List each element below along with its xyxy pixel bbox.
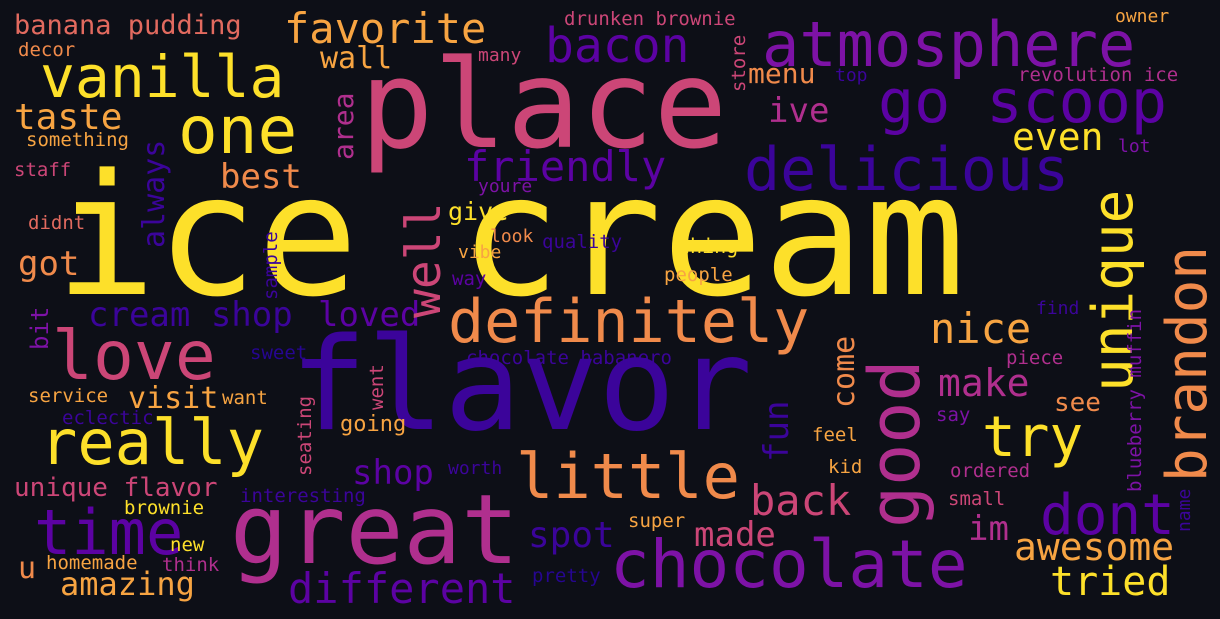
word-awesome: awesome (1014, 525, 1175, 569)
word-kid: kid (828, 456, 863, 478)
word-see: see (1054, 388, 1101, 418)
word-menu: menu (748, 57, 816, 90)
word-chocolate-habanero: chocolate habanero (466, 347, 672, 369)
word-chocolate: chocolate (610, 526, 968, 603)
word-im: im (968, 509, 1009, 549)
word-say: say (936, 404, 971, 426)
word-flavor: flavor (290, 311, 753, 460)
word-fun: fun (757, 400, 797, 462)
word-ive: ive (768, 91, 830, 131)
word-got: got (18, 244, 80, 284)
word-many: many (478, 45, 522, 66)
word-taste: taste (14, 97, 123, 138)
word-make: make (938, 361, 1030, 405)
word-homemade: homemade (46, 552, 138, 574)
word-store: store (728, 34, 750, 92)
word-bacon: bacon (545, 18, 690, 74)
word-brandon: brandon (1155, 245, 1220, 482)
word-best: best (220, 157, 302, 197)
word-think: think (162, 554, 220, 576)
word-worth: worth (448, 458, 503, 479)
word-ordered: ordered (950, 460, 1031, 482)
word-dont: dont (1040, 483, 1175, 548)
word-area: area (327, 92, 360, 160)
word-revolution-ice: revolution ice (1018, 64, 1179, 86)
word-always: always (137, 139, 172, 248)
word-bit: bit (26, 306, 54, 350)
word-wall: wall (320, 41, 393, 76)
word-top: top (835, 65, 868, 86)
word-back: back (750, 476, 852, 525)
word-nice: nice (930, 304, 1032, 353)
word-owner: owner (1115, 6, 1170, 27)
word-something: something (26, 129, 129, 151)
word-decor: decor (18, 39, 76, 61)
word-definitely: definitely (448, 287, 810, 357)
word-want: want (222, 387, 268, 409)
word-super: super (628, 510, 686, 532)
word-different: different (288, 564, 516, 613)
word-amazing: amazing (60, 565, 195, 603)
word-banana-pudding: banana pudding (14, 10, 242, 41)
word-name: name (1174, 488, 1195, 532)
word-people: people (664, 264, 733, 286)
word-go-scoop: go scoop (878, 67, 1167, 137)
word-visit: visit (128, 381, 219, 416)
word-thing: thing (678, 234, 739, 258)
word-lot: lot (1118, 136, 1151, 157)
word-friendly: friendly (464, 142, 667, 191)
word-unique-flavor: unique flavor (14, 473, 218, 503)
word-spot: spot (528, 515, 615, 556)
word-way: way (452, 268, 487, 290)
word-little: little (516, 440, 740, 513)
word-small: small (948, 488, 1006, 510)
word-service: service (28, 385, 109, 407)
word-find: find (1036, 298, 1080, 319)
word-try: try (982, 405, 1084, 470)
word-look: look (490, 226, 534, 247)
word-even: even (1012, 115, 1104, 159)
word-made: made (694, 515, 776, 555)
word-blueberry-muffin: blueberry muffin (1124, 308, 1146, 492)
word-cream-shop: cream shop (88, 295, 293, 335)
word-drunken-brownie: drunken brownie (564, 8, 736, 30)
word-youre: youre (478, 176, 533, 197)
word-staff: staff (14, 159, 72, 181)
word-piece: piece (1006, 347, 1064, 369)
word-new: new (170, 534, 205, 556)
word-vibe: vibe (458, 242, 502, 263)
word-time: time (34, 496, 184, 569)
word-went: went (366, 364, 388, 410)
word-pretty: pretty (532, 565, 601, 587)
word-tried: tried (1050, 559, 1171, 605)
word-love: love (52, 317, 216, 396)
word-great: great (230, 474, 519, 586)
word-vanilla: vanilla (40, 43, 285, 111)
word-shop: shop (352, 453, 434, 493)
word-didnt: didnt (28, 212, 86, 234)
word-atmosphere: atmosphere (762, 8, 1136, 81)
word-quality: quality (542, 231, 623, 253)
word-really: really (40, 406, 264, 479)
word-good: good (854, 359, 936, 528)
word-place: place (360, 34, 728, 176)
word-one: one (178, 92, 298, 169)
word-feel: feel (812, 424, 858, 446)
word-brownie: brownie (124, 497, 205, 519)
word-delicious: delicious (744, 135, 1070, 205)
word-well: well (396, 202, 452, 318)
word-favorite: favorite (284, 4, 487, 53)
word-sample: sample (260, 231, 282, 300)
word-u: u (18, 551, 37, 586)
word-come: come (827, 335, 862, 408)
word-seating: seating (294, 395, 316, 476)
word-eclectic: eclectic (62, 407, 154, 429)
word-give: give (448, 197, 509, 226)
word-sweet: sweet (250, 342, 308, 364)
word-ice-cream: ice cream (55, 138, 966, 334)
word-going: going (340, 412, 407, 437)
word-loved: loved (318, 295, 421, 335)
word-interesting: interesting (240, 485, 366, 507)
